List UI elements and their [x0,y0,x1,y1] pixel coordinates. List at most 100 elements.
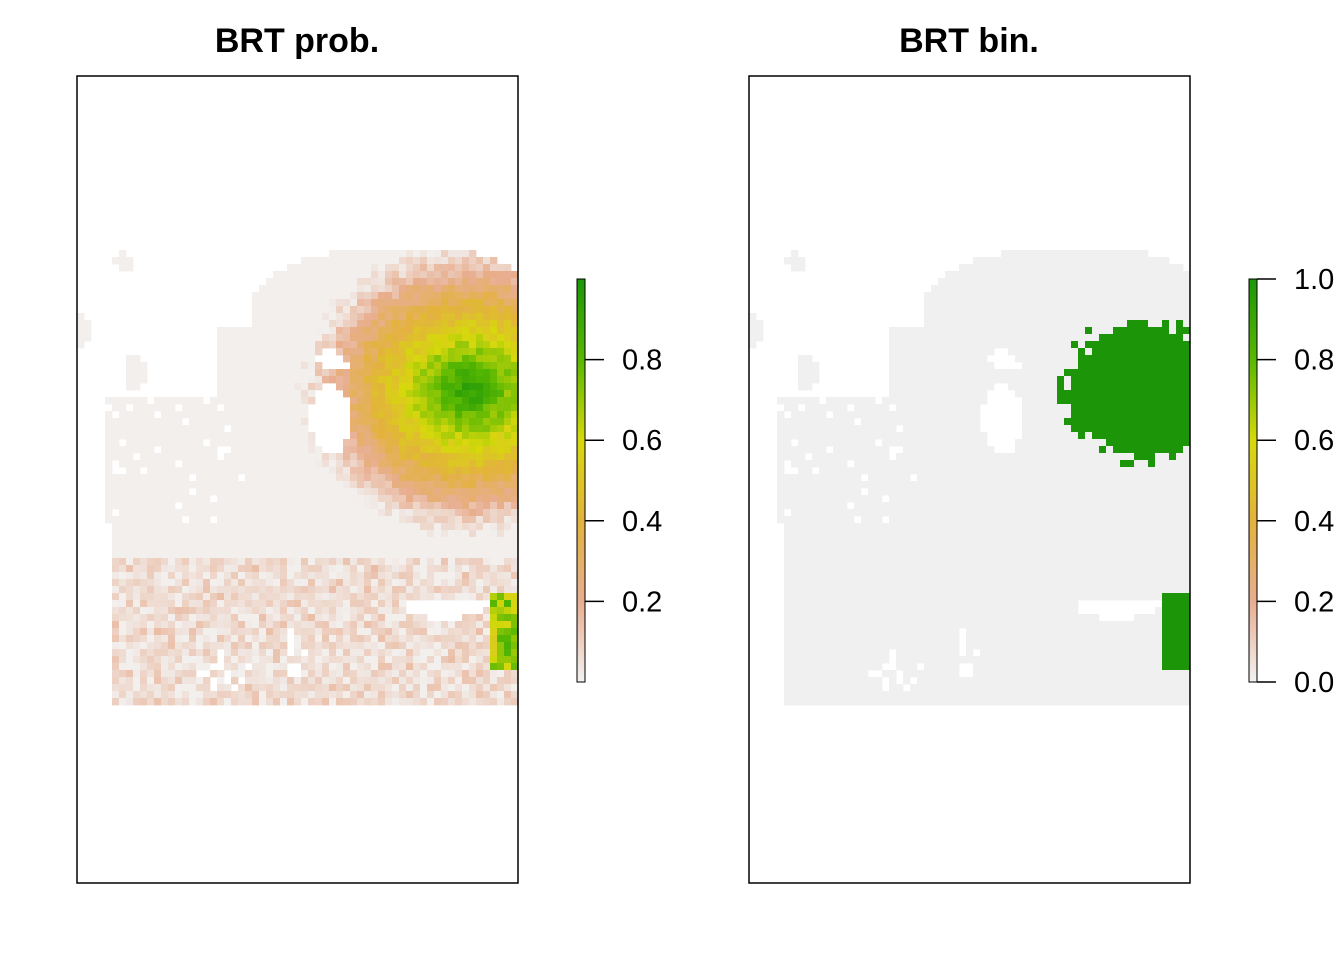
raster-cell [189,432,197,440]
raster-cell [315,509,323,517]
raster-cell [1113,306,1121,314]
raster-cell [511,649,518,657]
raster-cell [231,453,239,461]
raster-cell [1008,313,1016,321]
raster-cell [315,306,323,314]
raster-cell [504,397,512,405]
raster-cell [980,495,988,503]
raster-cell [175,544,183,552]
raster-cell [469,278,477,286]
raster-cell [350,691,358,699]
raster-cell [266,621,274,629]
raster-cell [1106,397,1114,405]
raster-cell [329,285,337,293]
raster-cell [357,292,365,300]
raster-cell [329,509,337,517]
raster-cell [812,481,820,489]
raster-cell [280,495,288,503]
raster-cell [161,698,169,706]
raster-cell [133,558,141,566]
raster-cell [1071,488,1079,496]
raster-cell [315,677,323,685]
raster-cell [259,467,267,475]
raster-cell [392,362,400,370]
raster-cell [931,481,939,489]
raster-cell [462,614,470,622]
raster-cell [469,334,477,342]
raster-cell [1015,250,1023,258]
raster-cell [399,306,407,314]
raster-cell [385,271,393,279]
raster-cell [490,628,498,636]
raster-cell [119,250,127,258]
raster-cell [441,460,449,468]
raster-cell [917,369,925,377]
raster-cell [217,635,225,643]
raster-cell [469,593,477,601]
raster-cell [168,530,176,538]
raster-cell [245,600,253,608]
raster-cell [378,621,386,629]
raster-cell [252,516,260,524]
raster-cell [1029,495,1037,503]
raster-cell [1036,334,1044,342]
raster-cell [875,481,883,489]
raster-cell [434,684,442,692]
raster-cell [1134,362,1142,370]
raster-cell [1071,278,1079,286]
raster-cell [1120,439,1128,447]
raster-cell [301,607,309,615]
raster-cell [868,481,876,489]
raster-cell [798,411,806,419]
raster-cell [364,600,372,608]
raster-cell [266,432,274,440]
raster-cell [1029,453,1037,461]
raster-cell [315,691,323,699]
raster-cell [140,453,148,461]
raster-cell [917,432,925,440]
raster-cell [301,516,309,524]
raster-cell [280,642,288,650]
raster-cell [385,481,393,489]
raster-cell [854,460,862,468]
raster-cell [777,397,785,405]
raster-cell [1183,341,1190,349]
raster-cell [175,698,183,706]
raster-cell [427,271,435,279]
raster-cell [350,271,358,279]
raster-cell [343,656,351,664]
raster-cell [1036,418,1044,426]
raster-cell [1001,376,1009,384]
raster-cell [357,579,365,587]
raster-cell [490,425,498,433]
raster-cell [812,397,820,405]
raster-cell [861,425,869,433]
raster-cell [175,453,183,461]
raster-cell [252,292,260,300]
raster-cell [350,348,358,356]
raster-cell [1029,404,1037,412]
raster-cell [1036,362,1044,370]
raster-cell [469,579,477,587]
raster-cell [931,327,939,335]
raster-cell [1015,369,1023,377]
raster-cell [189,544,197,552]
raster-cell [371,418,379,426]
raster-cell [252,376,260,384]
raster-cell [133,691,141,699]
raster-cell [805,495,813,503]
raster-cell [987,460,995,468]
raster-cell [476,509,484,517]
raster-cell [1148,425,1156,433]
raster-cell [805,474,813,482]
raster-cell [175,691,183,699]
raster-cell [1050,341,1058,349]
raster-cell [469,404,477,412]
raster-cell [399,341,407,349]
raster-cell [896,495,904,503]
raster-cell [1057,467,1065,475]
raster-cell [952,425,960,433]
raster-cell [266,614,274,622]
raster-cell [294,530,302,538]
raster-cell [371,607,379,615]
